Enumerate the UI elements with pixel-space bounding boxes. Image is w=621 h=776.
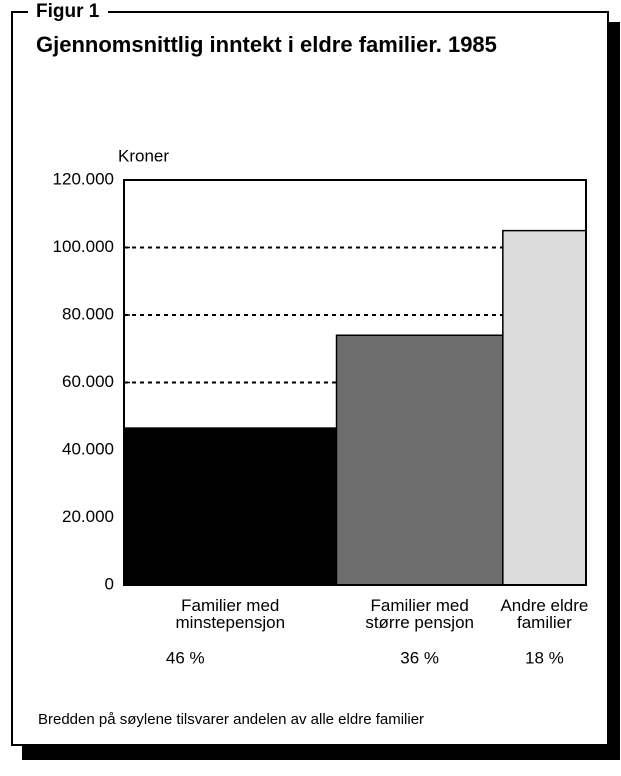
y-axis-label: Kroner [118,146,169,165]
label-bg [28,2,108,22]
plot-border [123,179,587,586]
width-label: 46 % [166,648,205,667]
y-tick-label: 100.000 [53,237,114,256]
bar [502,229,587,586]
bar [335,334,504,586]
y-tick-label: 120.000 [53,169,114,188]
bar [123,427,338,586]
width-label: 36 % [400,648,439,667]
chart-title: Gjennomsnittlig inntekt i eldre familier… [36,32,497,57]
width-label: 18 % [525,648,564,667]
y-tick-label: 40.000 [62,439,114,458]
y-tick-label: 60.000 [62,372,114,391]
y-tick-label: 80.000 [62,304,114,323]
x-tick-label: Familier med minstepensjon [175,596,286,632]
y-tick-label: 0 [105,574,114,593]
y-tick-label: 20.000 [62,507,114,526]
x-tick-label: Andre eldre familier [500,596,589,632]
x-tick-label: Familier med større pensjon [365,596,474,632]
note: Bredden på søylene tilsvarer andelen av … [38,711,424,728]
figure-label: Figur 1 [36,1,100,22]
